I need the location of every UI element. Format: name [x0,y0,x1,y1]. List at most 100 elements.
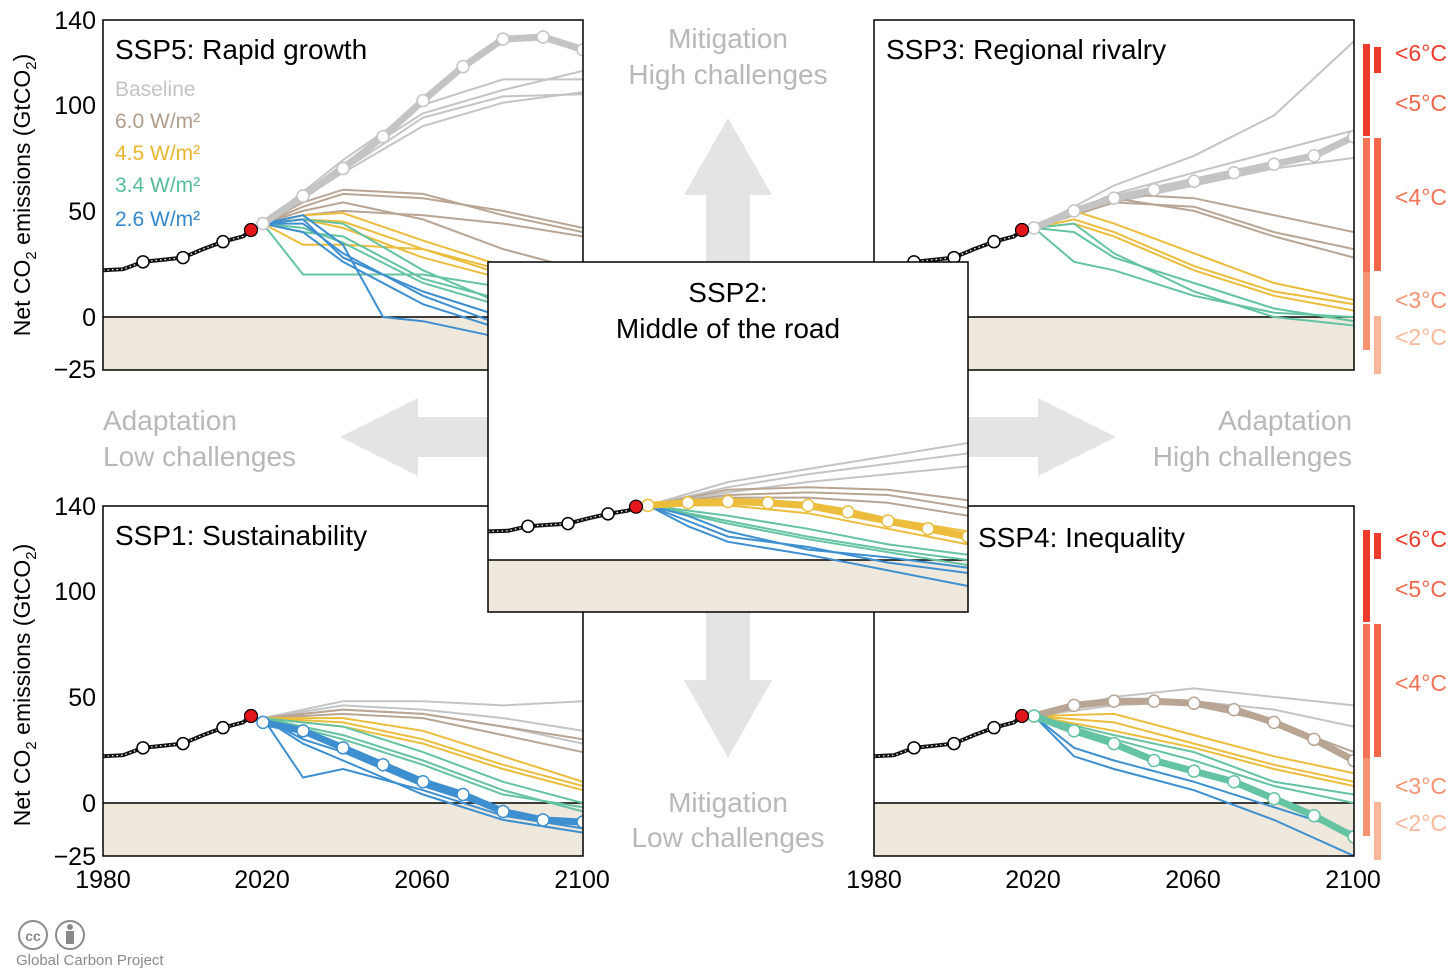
marker-point-0 [641,498,655,513]
plot-area [874,687,1354,856]
attribution-icon-head [67,924,73,930]
xtick-left-2100: 2100 [554,866,610,894]
marker-point-5 [456,787,470,802]
panel-frame [102,505,584,857]
ylabel-top-sub2: 2 [23,61,40,69]
temp-bar-2 [1374,624,1381,757]
current-point [1014,222,1030,238]
axes-text: 140 100 50 0 −25 140 100 50 0 −25 1980 2… [9,7,1381,894]
temp-label-1: <5°C [1395,576,1447,602]
marker-point-secondary-4 [1187,764,1201,778]
current-point [243,222,259,238]
marker-point-5 [841,505,855,519]
marker-point-secondary-3 [1147,753,1161,768]
series-line-3-4-w-m--0 [1033,226,1354,323]
xtick-left-2020: 2020 [234,866,290,894]
temp-label-0: <6°C [1395,526,1447,552]
chart-title-ssp2-line1: SSP2: [688,277,767,308]
marker-point-3 [376,129,390,144]
attribution-icon-body [66,931,74,944]
legend-2-6: 2.6 W/m² [115,208,200,231]
history-point-0 [136,741,150,755]
series-line-baseline-0 [647,442,968,507]
panels: SSP5: Rapid growth SSP3: Regional rivalry… [102,19,1355,857]
series-line-6-0-w-m--0 [262,708,583,741]
series-line-baseline-2 [647,465,968,507]
marker-point-secondary-5 [1227,775,1241,789]
marker-point-3 [376,758,390,772]
history-point-1 [947,736,961,751]
chart-title-ssp1: SSP1: Sustainability [115,520,367,551]
marker-point-1 [1067,204,1081,218]
marker-point-secondary-0 [1027,709,1041,723]
temp-bar-2 [1374,138,1381,271]
chart-title-ssp3: SSP3: Regional rivalry [886,34,1166,65]
series-line-2-6-w-m--2 [262,717,583,834]
marker-point-1 [681,496,695,510]
temp-label-3: <3°C [1395,287,1447,313]
series-line-2-6-w-m--1 [1033,715,1354,834]
attribution-icon [55,920,85,950]
cc-icon-letters: cc [25,928,41,944]
arrows [340,118,1116,758]
temp-bar-5 [1374,316,1381,374]
series-line-3-4-w-m--0 [262,717,583,804]
temp-label-3: <3°C [1395,773,1447,799]
arrow-left [340,398,488,476]
marker-point-2 [1107,694,1121,708]
history-point-2 [987,720,1001,735]
series-line-6-0-w-m--0 [262,188,583,234]
history-point-2 [601,507,615,521]
cc-icon [18,920,48,950]
credit-text: Global Carbon Project [16,952,164,969]
arrow-down-label-2: Low challenges [631,822,824,853]
series-line-4-5-w-m--0 [263,717,583,783]
marker-point-2 [336,741,350,755]
temp-bar-3 [1363,138,1370,350]
marker-point-8 [576,42,583,57]
legend-4-5: 4.5 W/m² [115,142,200,165]
series-line-4-5-w-m--1 [1033,715,1354,783]
current-point [1014,708,1030,724]
marker-point-4 [416,93,430,108]
ylabel-top-a: Net CO [9,260,35,337]
xtick-right-2060: 2060 [1165,866,1221,894]
xtick-right-1980: 1980 [846,866,902,894]
chart-title-ssp5: SSP5: Rapid growth [115,34,367,65]
series-line-6-0-w-m--2 [262,201,583,272]
arrow-down-label-1: Mitigation [668,787,788,818]
marker-point-secondary-6 [1267,791,1281,806]
temp-bar-5 [1374,802,1381,860]
ylabel-bottom: Net CO2 emissions (GtCO2) [9,544,40,827]
panel-ssp2: SSP2: Middle of the road [487,261,969,613]
arrow-down [684,612,772,758]
ylabel-bottom-b: emissions (GtCO [9,560,35,741]
ylabel-bottom-sub: 2 [23,741,40,749]
marker-point-2 [1107,191,1121,205]
temp-bar-4 [1363,758,1370,836]
series-line-4-5-w-m--0 [1033,712,1354,775]
marker-point-4 [416,775,430,789]
temp-label-2: <4°C [1395,670,1447,696]
series-line-3-4-w-m--1 [647,504,968,561]
marker-point-6 [1267,715,1281,730]
ylabel-top-b: emissions (GtCO [9,70,35,251]
xtick-right-2020: 2020 [1005,866,1061,894]
temp-bar-1 [1363,530,1370,622]
series-line-6-0-w-m--0 [647,486,968,507]
temp-label-4: <2°C [1395,324,1447,350]
series-line-2-6-w-m--1 [647,504,968,587]
panel-frame [873,19,1355,371]
marker-point-8 [1347,753,1354,768]
xtick-left-2060: 2060 [394,866,450,894]
ylabel-bottom-a: Net CO [9,750,35,827]
marker-point-3 [761,496,775,510]
marker-point-7 [1307,732,1321,747]
chart-title-ssp4: SSP4: Inequality [978,522,1185,553]
ytick-bottom-minus25: −25 [54,843,96,871]
marker-point-4 [1187,174,1201,188]
plot-area [103,700,583,834]
temp-label-2: <4°C [1395,184,1447,210]
series-line-3-4-w-m--1 [262,717,583,813]
xtick-left-1980: 1980 [75,866,131,894]
